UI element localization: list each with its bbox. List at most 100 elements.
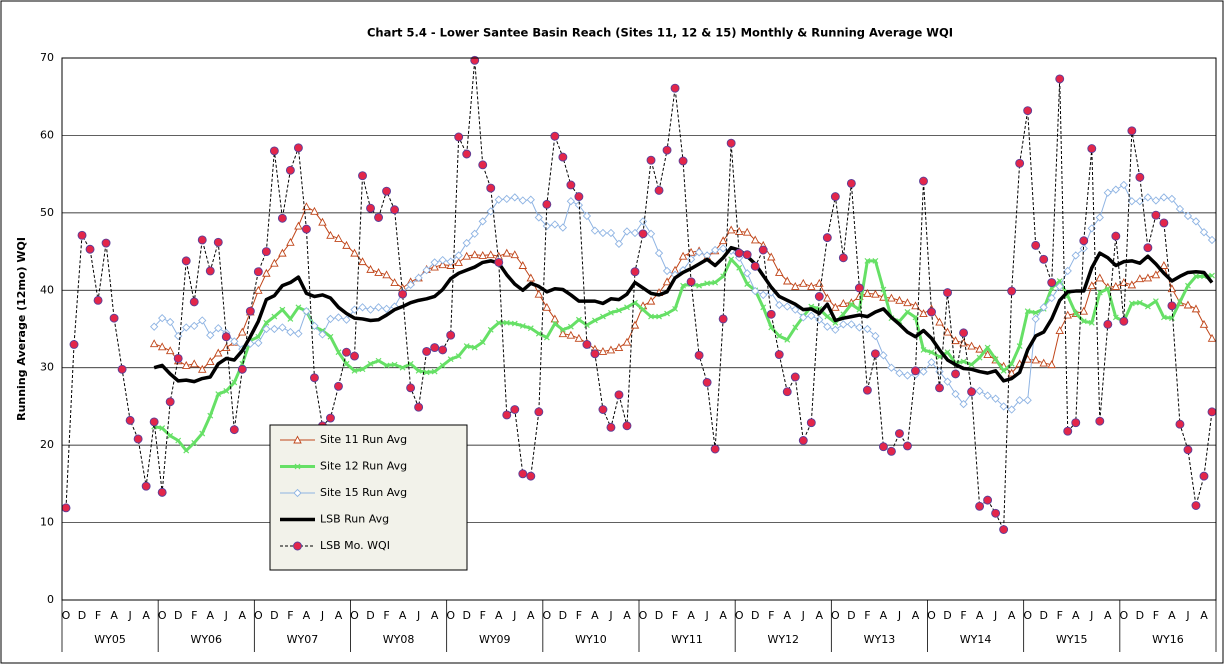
marker <box>327 333 334 340</box>
marker <box>438 260 447 269</box>
x-tick-label: A <box>1200 609 1208 622</box>
marker <box>815 315 824 324</box>
marker <box>446 257 455 266</box>
marker <box>231 379 238 386</box>
marker <box>351 367 358 374</box>
marker <box>1016 343 1023 349</box>
marker <box>951 369 960 379</box>
marker <box>736 264 743 271</box>
marker <box>326 413 335 423</box>
group-label: WY10 <box>575 633 607 646</box>
marker <box>542 302 552 311</box>
marker <box>342 347 351 357</box>
marker <box>558 152 568 162</box>
marker <box>430 262 439 271</box>
marker <box>358 303 367 312</box>
marker <box>654 185 664 195</box>
marker <box>943 288 952 298</box>
marker <box>117 364 127 374</box>
marker <box>430 343 440 353</box>
x-tick-label: A <box>495 609 503 622</box>
marker <box>638 229 648 239</box>
marker <box>191 439 198 446</box>
marker <box>798 436 808 445</box>
marker <box>207 412 214 419</box>
marker <box>903 441 912 451</box>
marker <box>1183 445 1193 455</box>
marker <box>927 358 936 367</box>
x-tick-label: D <box>943 609 951 622</box>
marker <box>149 339 159 348</box>
marker <box>824 313 831 320</box>
marker <box>1087 281 1097 290</box>
marker <box>510 193 519 202</box>
marker <box>839 320 848 329</box>
marker <box>1007 368 1016 377</box>
group-label: WY08 <box>383 633 415 646</box>
marker <box>895 368 904 378</box>
marker <box>1209 272 1215 279</box>
marker <box>326 230 335 239</box>
marker <box>309 373 319 383</box>
x-tick-label: J <box>704 609 708 622</box>
x-tick-label: J <box>224 609 228 622</box>
marker <box>1047 293 1056 303</box>
marker <box>1039 358 1048 367</box>
marker <box>928 349 935 356</box>
marker <box>630 228 640 238</box>
chart-title: Chart 5.4 - Lower Santee Basin Reach (Si… <box>367 26 953 40</box>
marker <box>638 217 648 226</box>
marker <box>293 541 302 551</box>
marker <box>438 345 448 355</box>
marker <box>694 248 704 257</box>
marker <box>983 391 992 400</box>
marker <box>527 325 534 332</box>
marker <box>367 360 374 367</box>
marker <box>750 261 760 271</box>
marker <box>165 397 175 407</box>
marker <box>1032 309 1039 316</box>
marker <box>1079 236 1089 246</box>
marker <box>1039 254 1049 264</box>
marker <box>293 488 302 498</box>
marker <box>222 343 231 352</box>
marker <box>502 248 512 257</box>
marker <box>1127 197 1136 206</box>
marker <box>831 325 840 334</box>
marker <box>1183 211 1193 221</box>
marker <box>1079 306 1089 315</box>
marker <box>1193 273 1199 280</box>
x-tick-label: A <box>687 609 695 622</box>
x-tick-label: O <box>350 609 359 622</box>
marker <box>766 309 776 319</box>
marker <box>662 266 672 276</box>
marker <box>334 381 343 391</box>
marker <box>840 311 847 318</box>
marker <box>422 347 432 356</box>
x-tick-label: A <box>623 609 631 622</box>
marker <box>430 258 439 267</box>
marker <box>975 386 984 396</box>
x-tick-label: D <box>751 609 759 622</box>
x-tick-label: O <box>831 609 840 622</box>
marker <box>1024 308 1031 315</box>
marker <box>294 221 303 230</box>
marker <box>863 288 872 297</box>
marker <box>245 306 255 316</box>
marker <box>991 394 1000 403</box>
marker <box>944 349 951 356</box>
marker <box>1207 235 1217 245</box>
x-tick-label: J <box>1185 609 1189 622</box>
marker <box>919 309 928 317</box>
marker <box>1159 193 1169 202</box>
marker <box>622 337 632 346</box>
marker <box>1088 319 1095 326</box>
marker <box>366 264 375 273</box>
marker <box>407 360 414 367</box>
marker <box>759 290 768 300</box>
x-tick-label: F <box>95 609 101 622</box>
marker <box>1095 213 1104 222</box>
marker <box>1175 419 1185 429</box>
marker <box>159 425 166 432</box>
